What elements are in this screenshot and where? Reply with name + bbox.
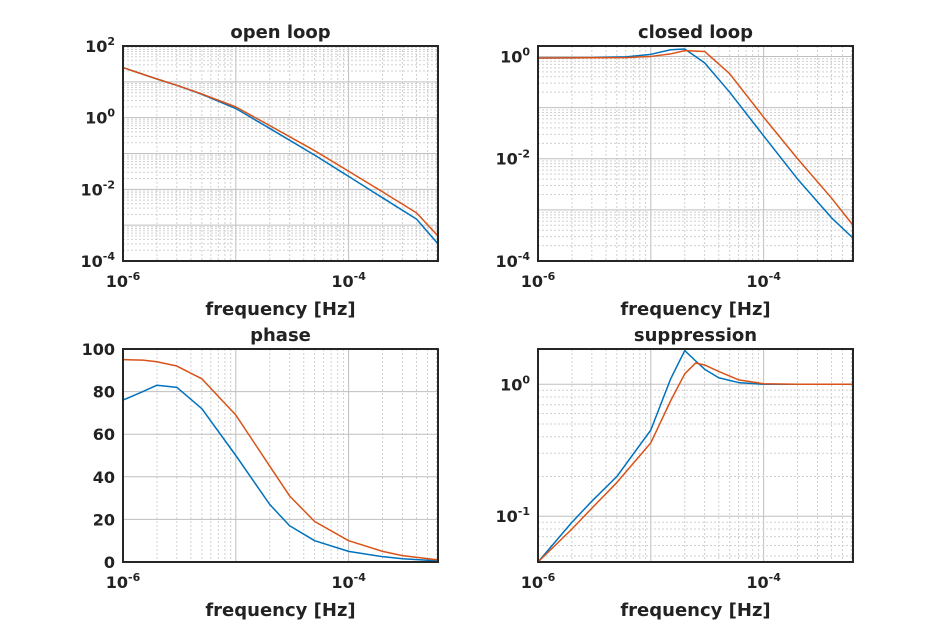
y-tick-label: 100	[500, 45, 530, 66]
y-tick-label: 10-2	[81, 178, 116, 199]
panel-suppression: suppression 10-6 10-4 100 10-1 frequency [Hz]	[496, 325, 854, 621]
chart-title: open loop	[230, 22, 330, 43]
x-axis-label: frequency [Hz]	[620, 299, 770, 320]
x-tick-label: 10-4	[331, 270, 366, 291]
y-tick-label: 100	[82, 340, 115, 359]
y-tick-label: 60	[93, 425, 115, 444]
series-line-1	[537, 349, 853, 563]
y-tick-label: 10-1	[496, 505, 531, 526]
y-tick-label: 10-4	[81, 250, 116, 271]
y-tick-label: 100	[500, 373, 530, 394]
y-tick-label: 102	[85, 35, 115, 56]
y-tick-label: 80	[93, 383, 115, 402]
y-tick-label: 40	[93, 468, 115, 487]
series-line-2	[122, 66, 439, 237]
axes-box	[122, 45, 439, 262]
x-tick-label: 10-6	[106, 571, 141, 592]
x-tick-label: 10-6	[106, 270, 141, 291]
x-tick-label: 10-6	[521, 571, 556, 592]
grid	[537, 46, 853, 262]
axes-box	[537, 45, 854, 262]
x-tick-label: 10-6	[521, 270, 556, 291]
series-line-2	[537, 49, 854, 226]
grid	[122, 348, 438, 563]
x-axis-label: frequency [Hz]	[620, 600, 770, 621]
grid	[537, 349, 853, 562]
x-axis-label: frequency [Hz]	[205, 299, 355, 320]
series-line-1	[122, 66, 439, 245]
chart-title: suppression	[634, 325, 757, 346]
x-axis-label: frequency [Hz]	[205, 600, 355, 621]
y-tick-label: 10-2	[496, 148, 531, 169]
series-line-2	[537, 362, 853, 563]
series-line-1	[122, 384, 439, 562]
x-tick-label: 10-4	[331, 571, 366, 592]
y-tick-label: 100	[85, 107, 115, 128]
y-tick-label: 10-4	[496, 250, 531, 271]
x-tick-label: 10-4	[746, 571, 781, 592]
panel-phase: phase 10-6 10-4 100 80 60 40 20 0 frequency [Hz]	[82, 325, 439, 621]
axes-box	[537, 348, 854, 563]
y-tick-label: 0	[104, 553, 115, 572]
grid	[122, 45, 438, 262]
series-line-2	[122, 358, 439, 561]
chart-title: closed loop	[638, 22, 753, 43]
chart-title: phase	[250, 325, 311, 346]
y-tick-label: 20	[93, 510, 115, 529]
axes-box	[122, 348, 439, 563]
x-tick-label: 10-4	[746, 270, 781, 291]
